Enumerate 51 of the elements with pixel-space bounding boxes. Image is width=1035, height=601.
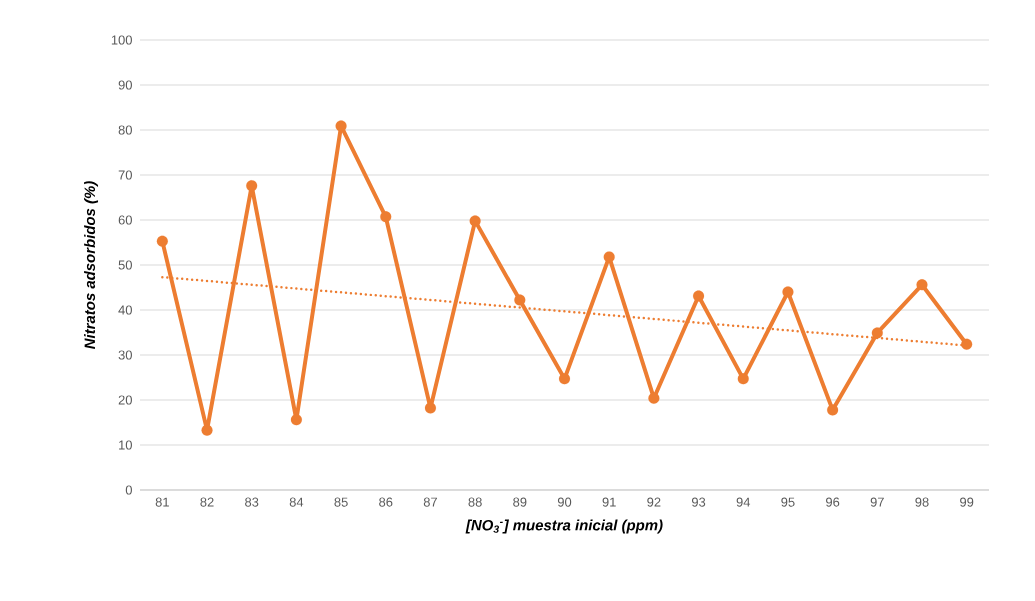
y-tick-label: 100 xyxy=(111,35,132,45)
x-tick-label: 82 xyxy=(200,497,214,507)
point xyxy=(782,286,794,298)
point xyxy=(961,338,973,350)
y-tick-label: 10 xyxy=(119,440,132,450)
x-tick-label: 95 xyxy=(781,497,795,507)
point xyxy=(380,211,392,223)
point xyxy=(737,373,749,385)
y-axis-title: Nitratos adsorbidos (%) xyxy=(84,181,99,350)
point xyxy=(827,404,839,416)
point xyxy=(424,402,436,414)
x-tick-label: 81 xyxy=(155,497,169,507)
x-tick-label: 98 xyxy=(915,497,929,507)
x-tick-label: 86 xyxy=(379,497,393,507)
x-tick-label: 97 xyxy=(870,497,884,507)
point xyxy=(916,279,928,291)
y-tick-label: 60 xyxy=(118,215,132,225)
point xyxy=(648,392,660,404)
point xyxy=(156,235,168,247)
y-tick-label: 20 xyxy=(118,395,132,405)
x-tick-label: 85 xyxy=(334,497,348,507)
point xyxy=(693,290,705,302)
point xyxy=(558,373,571,385)
x-tick-label: 94 xyxy=(736,497,751,507)
point xyxy=(246,180,258,192)
point xyxy=(514,294,526,306)
point xyxy=(469,215,481,227)
y-tick-label: 50 xyxy=(118,260,132,270)
x-tick-label: 96 xyxy=(826,497,840,507)
x-tick-label: 92 xyxy=(647,497,661,507)
y-tick-label: 80 xyxy=(118,125,132,135)
y-tick-label: 0 xyxy=(125,485,132,495)
x-tick-label: 87 xyxy=(423,497,437,507)
x-tick-label: 84 xyxy=(289,497,304,507)
x-tick-label: 83 xyxy=(245,497,259,507)
x-tick-label: 91 xyxy=(602,497,616,507)
y-tick-label: 90 xyxy=(118,80,132,90)
y-tick-label: 70 xyxy=(118,170,132,180)
x-axis-title: [NO$_{3}$$^{-}$] muestra inicial (ppm) xyxy=(465,519,663,534)
point xyxy=(290,414,302,426)
point xyxy=(201,424,213,436)
x-tick-label: 88 xyxy=(468,497,482,507)
x-tick-label: 99 xyxy=(960,497,974,507)
point xyxy=(871,327,883,339)
point xyxy=(603,251,615,263)
x-tick-label: 89 xyxy=(513,497,527,507)
y-tick-label: 30 xyxy=(118,350,132,360)
x-tick-label: 90 xyxy=(557,497,572,507)
y-tick-label: 40 xyxy=(118,305,132,315)
x-tick-label: 93 xyxy=(691,497,706,507)
point xyxy=(335,120,347,132)
